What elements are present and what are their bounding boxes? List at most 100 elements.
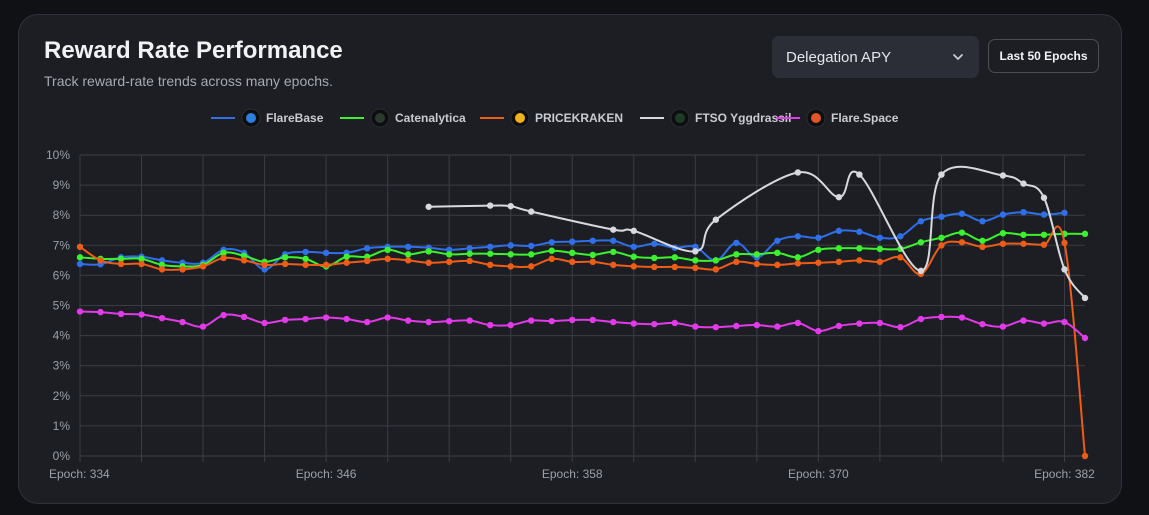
data-point[interactable]: [979, 243, 986, 251]
data-point[interactable]: [425, 259, 432, 266]
data-point[interactable]: [199, 323, 207, 330]
data-point[interactable]: [712, 323, 720, 331]
data-point[interactable]: [97, 257, 104, 264]
data-point[interactable]: [569, 316, 576, 324]
data-point[interactable]: [404, 317, 412, 324]
data-point[interactable]: [281, 260, 289, 268]
data-point[interactable]: [445, 258, 453, 266]
data-point[interactable]: [1081, 452, 1089, 460]
data-point[interactable]: [671, 319, 678, 327]
data-point[interactable]: [302, 315, 309, 323]
legend-item[interactable]: Flare.Space: [776, 108, 899, 128]
data-point[interactable]: [384, 255, 391, 263]
data-point[interactable]: [692, 323, 699, 330]
data-point[interactable]: [466, 257, 473, 265]
data-point[interactable]: [897, 323, 904, 331]
data-point[interactable]: [220, 249, 227, 257]
data-point[interactable]: [261, 266, 268, 273]
data-point[interactable]: [528, 208, 535, 215]
data-point[interactable]: [1020, 208, 1027, 216]
data-point[interactable]: [404, 257, 412, 264]
data-point[interactable]: [630, 263, 637, 270]
data-point[interactable]: [158, 261, 166, 269]
data-point[interactable]: [117, 310, 125, 318]
data-point[interactable]: [487, 321, 494, 329]
data-point[interactable]: [240, 313, 248, 321]
legend-item[interactable]: FlareBase: [211, 108, 324, 128]
data-point[interactable]: [425, 203, 432, 210]
data-point[interactable]: [692, 243, 699, 251]
data-point[interactable]: [753, 251, 761, 258]
data-point[interactable]: [363, 318, 371, 326]
data-point[interactable]: [815, 327, 822, 335]
data-point[interactable]: [610, 248, 617, 256]
data-point[interactable]: [261, 261, 268, 269]
data-point[interactable]: [876, 245, 884, 253]
data-point[interactable]: [917, 239, 925, 246]
data-point[interactable]: [466, 250, 473, 257]
data-point[interactable]: [651, 240, 658, 247]
data-point[interactable]: [528, 242, 535, 250]
data-point[interactable]: [897, 254, 904, 261]
data-point[interactable]: [1081, 230, 1089, 238]
data-point[interactable]: [794, 319, 802, 327]
data-point[interactable]: [979, 320, 986, 328]
data-point[interactable]: [610, 261, 617, 269]
data-point[interactable]: [507, 242, 514, 249]
data-point[interactable]: [138, 311, 145, 318]
data-point[interactable]: [692, 248, 699, 255]
data-point[interactable]: [958, 239, 966, 246]
data-point[interactable]: [158, 257, 166, 264]
data-point[interactable]: [404, 251, 412, 258]
data-point[interactable]: [76, 260, 84, 268]
data-point[interactable]: [835, 227, 843, 235]
data-point[interactable]: [548, 247, 555, 254]
data-point[interactable]: [240, 257, 248, 264]
data-point[interactable]: [733, 251, 740, 258]
data-point[interactable]: [466, 317, 473, 324]
data-point[interactable]: [589, 258, 596, 266]
data-point[interactable]: [917, 267, 925, 275]
data-point[interactable]: [692, 264, 699, 272]
data-point[interactable]: [445, 251, 453, 258]
data-point[interactable]: [343, 315, 350, 323]
data-point[interactable]: [958, 210, 966, 217]
data-point[interactable]: [507, 263, 514, 270]
data-point[interactable]: [179, 318, 186, 326]
data-point[interactable]: [322, 261, 330, 269]
data-point[interactable]: [774, 237, 781, 244]
data-point[interactable]: [630, 227, 637, 235]
data-point[interactable]: [322, 314, 330, 321]
data-point[interactable]: [1061, 239, 1068, 247]
data-point[interactable]: [179, 266, 186, 273]
data-point[interactable]: [199, 263, 207, 270]
data-point[interactable]: [815, 246, 822, 254]
data-point[interactable]: [507, 321, 514, 329]
data-point[interactable]: [835, 258, 843, 266]
data-point[interactable]: [794, 233, 802, 240]
data-point[interactable]: [1020, 240, 1027, 247]
data-point[interactable]: [507, 202, 514, 210]
data-point[interactable]: [1081, 294, 1089, 302]
data-point[interactable]: [1020, 317, 1027, 324]
data-point[interactable]: [569, 249, 576, 257]
data-point[interactable]: [466, 245, 473, 252]
data-point[interactable]: [774, 249, 781, 257]
data-point[interactable]: [1040, 241, 1048, 248]
data-point[interactable]: [692, 257, 699, 264]
legend-item[interactable]: PRICEKRAKEN: [480, 108, 623, 128]
data-point[interactable]: [281, 254, 289, 261]
data-point[interactable]: [630, 243, 637, 251]
data-point[interactable]: [897, 233, 904, 240]
data-point[interactable]: [507, 251, 514, 258]
data-point[interactable]: [938, 234, 945, 241]
data-point[interactable]: [733, 239, 740, 247]
data-point[interactable]: [774, 261, 781, 269]
data-point[interactable]: [733, 258, 740, 266]
data-point[interactable]: [384, 314, 391, 321]
data-point[interactable]: [589, 251, 596, 259]
data-point[interactable]: [835, 322, 843, 330]
data-point[interactable]: [815, 259, 822, 266]
data-point[interactable]: [917, 218, 925, 225]
data-point[interactable]: [220, 254, 227, 262]
